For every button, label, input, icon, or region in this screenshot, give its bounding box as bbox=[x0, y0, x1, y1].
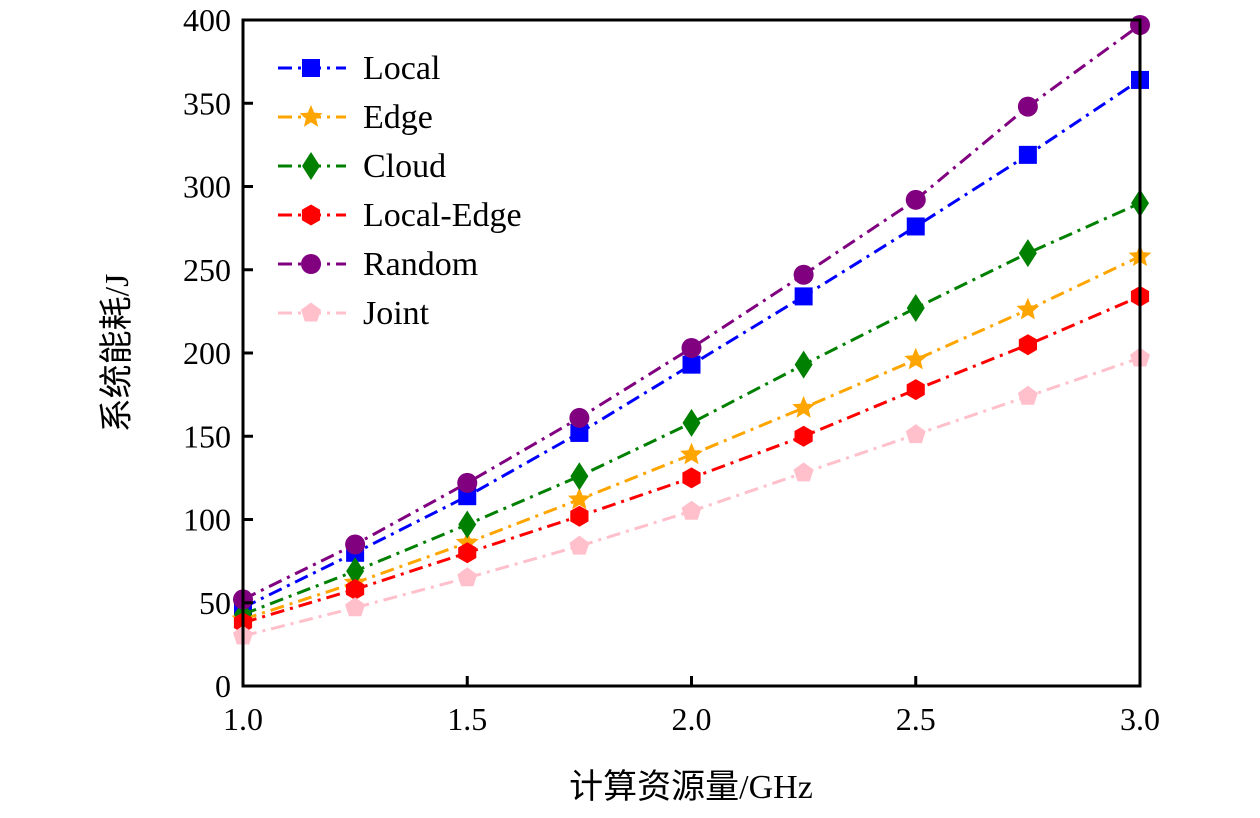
y-axis-label: 系统能耗/J bbox=[98, 274, 136, 433]
marker-pentagon bbox=[905, 424, 926, 444]
series-line bbox=[242, 78, 1141, 610]
marker-pentagon bbox=[1017, 385, 1038, 405]
axes-layer: 1.0 1.5 2.0 2.5 3.0 0 50 100 150 200 250 300 350 400 bbox=[183, 2, 1160, 737]
legend-label: Local-Edge bbox=[363, 197, 522, 234]
series-joint bbox=[233, 347, 1150, 645]
legend-label: Cloud bbox=[363, 148, 446, 185]
y-tick-label: 350 bbox=[183, 85, 231, 121]
marker-pentagon bbox=[457, 567, 478, 587]
marker-diamond bbox=[570, 462, 589, 491]
y-tick-label: 400 bbox=[183, 2, 231, 38]
legend-label: Local bbox=[363, 50, 440, 87]
y-tick-label: 300 bbox=[183, 169, 231, 205]
marker-square bbox=[302, 59, 320, 77]
marker-star bbox=[299, 105, 323, 127]
marker-diamond bbox=[682, 408, 701, 437]
marker-hexagon bbox=[458, 542, 477, 564]
legend-item-local-edge: Local-Edge bbox=[278, 197, 522, 234]
marker-circle bbox=[1017, 96, 1038, 117]
legend-label: Random bbox=[363, 246, 478, 283]
marker-square bbox=[1018, 145, 1037, 164]
y-tick-label: 50 bbox=[199, 585, 231, 621]
marker-hexagon bbox=[906, 379, 925, 401]
marker-circle bbox=[681, 338, 702, 359]
series-line bbox=[242, 201, 1141, 616]
legend: Local Edge Cloud Local-Edge Random Joint bbox=[278, 50, 522, 332]
legend-item-local: Local bbox=[278, 50, 440, 87]
x-tick-label: 3.0 bbox=[1120, 701, 1160, 737]
marker-star bbox=[1016, 297, 1040, 320]
marker-diamond bbox=[346, 557, 365, 586]
y-tick-label: 100 bbox=[183, 502, 231, 538]
series-random bbox=[233, 14, 1150, 610]
marker-diamond bbox=[1018, 239, 1037, 268]
legend-label: Edge bbox=[363, 99, 433, 136]
marker-pentagon bbox=[681, 500, 702, 520]
marker-pentagon bbox=[301, 302, 321, 322]
marker-pentagon bbox=[345, 597, 366, 617]
series-local-edge bbox=[233, 285, 1150, 634]
legend-item-joint: Joint bbox=[278, 295, 430, 332]
marker-pentagon bbox=[569, 535, 590, 555]
marker-hexagon bbox=[301, 204, 321, 226]
marker-pentagon bbox=[793, 462, 814, 482]
marker-circle bbox=[457, 472, 478, 493]
marker-diamond bbox=[794, 350, 813, 379]
x-tick-label: 2.0 bbox=[672, 701, 712, 737]
x-tick-label: 2.5 bbox=[896, 701, 936, 737]
marker-hexagon bbox=[794, 425, 813, 447]
marker-diamond bbox=[302, 152, 320, 180]
y-tick-label: 0 bbox=[215, 668, 231, 704]
series-line bbox=[242, 356, 1141, 638]
marker-hexagon bbox=[1018, 334, 1037, 356]
x-tick-label: 1.0 bbox=[223, 701, 263, 737]
x-tick-label: 1.5 bbox=[447, 701, 487, 737]
marker-star bbox=[568, 487, 591, 510]
y-tick-label: 250 bbox=[183, 252, 231, 288]
marker-hexagon bbox=[570, 505, 589, 527]
marker-circle bbox=[905, 189, 926, 210]
marker-square bbox=[906, 217, 925, 236]
y-tick-label: 200 bbox=[183, 335, 231, 371]
marker-square bbox=[570, 423, 589, 442]
marker-star bbox=[792, 395, 815, 418]
series-local bbox=[234, 70, 1149, 617]
marker-circle bbox=[301, 254, 321, 274]
marker-square bbox=[682, 355, 701, 374]
y-tick-label: 150 bbox=[183, 418, 231, 454]
marker-circle bbox=[793, 264, 814, 285]
marker-diamond bbox=[458, 510, 477, 539]
marker-circle bbox=[345, 534, 366, 555]
marker-hexagon bbox=[682, 467, 701, 489]
marker-hexagon bbox=[346, 578, 365, 600]
marker-diamond bbox=[906, 294, 925, 323]
marker-star bbox=[680, 442, 703, 465]
legend-label: Joint bbox=[363, 295, 430, 332]
legend-item-cloud: Cloud bbox=[278, 148, 446, 185]
series-layer bbox=[231, 14, 1152, 645]
marker-square bbox=[794, 287, 813, 306]
legend-item-edge: Edge bbox=[278, 99, 433, 136]
x-axis-label: 计算资源量/GHz bbox=[569, 768, 813, 806]
legend-item-random: Random bbox=[278, 246, 478, 283]
marker-star bbox=[904, 347, 928, 370]
marker-circle bbox=[569, 407, 590, 428]
